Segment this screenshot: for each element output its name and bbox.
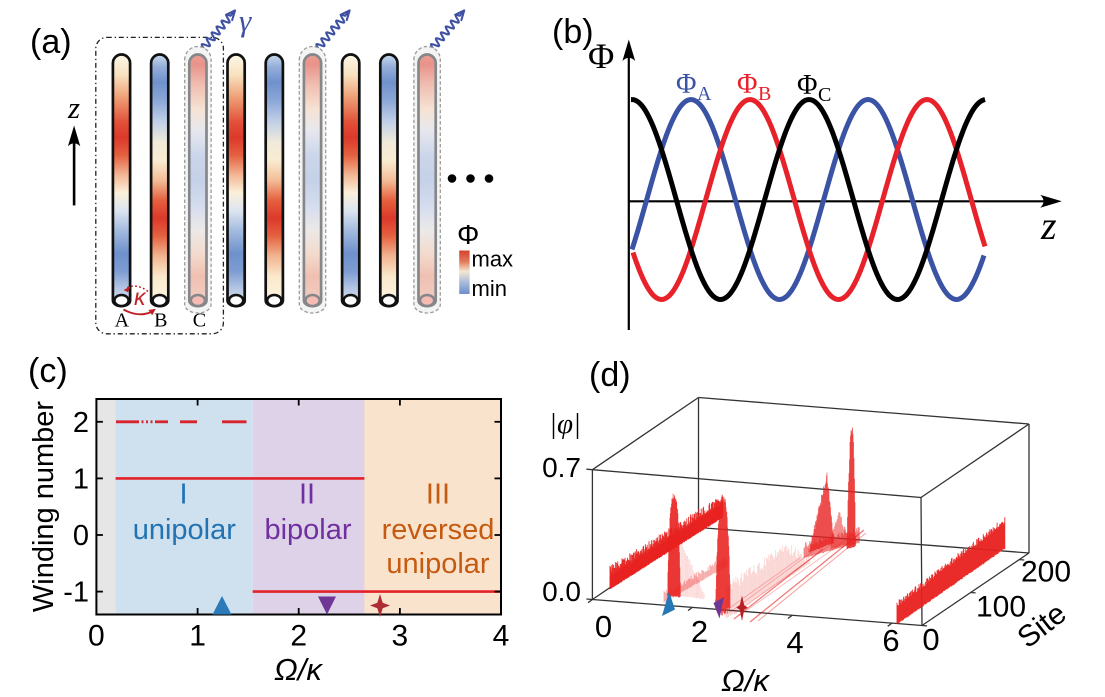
svg-text:unipolar: unipolar — [133, 514, 237, 546]
svg-text:Φ: Φ — [588, 36, 614, 76]
svg-text:2: 2 — [73, 407, 89, 439]
svg-text:z: z — [67, 90, 80, 125]
svg-text:III: III — [426, 479, 450, 511]
svg-text:0: 0 — [88, 620, 105, 653]
svg-text:z: z — [1040, 203, 1057, 248]
svg-text:Ω/κ: Ω/κ — [721, 663, 770, 692]
svg-text:1: 1 — [189, 620, 206, 653]
svg-text:B: B — [758, 83, 771, 105]
svg-text:1: 1 — [73, 463, 89, 495]
svg-text:|φ|: |φ| — [549, 408, 581, 440]
svg-text:γ: γ — [239, 3, 252, 38]
svg-text:4: 4 — [786, 625, 803, 660]
svg-text:max: max — [472, 247, 514, 272]
svg-text:6: 6 — [882, 623, 899, 658]
svg-text:3: 3 — [392, 620, 409, 653]
svg-text:2: 2 — [691, 614, 708, 649]
svg-text:C: C — [818, 84, 831, 106]
svg-text:0: 0 — [595, 609, 612, 644]
svg-text:Φ: Φ — [676, 69, 696, 100]
svg-text:A: A — [115, 310, 130, 332]
svg-text:4: 4 — [493, 620, 510, 653]
svg-text:-1: -1 — [63, 577, 89, 609]
svg-text:Winding number: Winding number — [28, 401, 60, 612]
svg-text:unipolar: unipolar — [386, 548, 490, 580]
svg-text:min: min — [472, 276, 507, 301]
svg-text:2: 2 — [290, 620, 307, 653]
svg-text:Φ: Φ — [797, 70, 817, 101]
svg-text:(d): (d) — [589, 356, 631, 394]
svg-text:0: 0 — [73, 520, 89, 552]
svg-text:A: A — [697, 83, 712, 105]
svg-text:B: B — [154, 310, 167, 332]
svg-text:κ: κ — [134, 284, 147, 310]
svg-text:Φ: Φ — [457, 219, 479, 250]
svg-text:(a): (a) — [30, 23, 72, 61]
svg-text:200: 200 — [1021, 556, 1071, 589]
svg-text:C: C — [193, 310, 206, 332]
svg-text:I: I — [179, 479, 187, 511]
svg-text:100: 100 — [976, 591, 1026, 624]
svg-text:Ω/κ: Ω/κ — [274, 652, 323, 687]
svg-text:0.0: 0.0 — [542, 576, 581, 607]
svg-text:II: II — [299, 479, 315, 511]
svg-text:reversed: reversed — [382, 514, 495, 546]
svg-text:0: 0 — [922, 622, 939, 657]
svg-text:Φ: Φ — [737, 69, 757, 100]
svg-text:(c): (c) — [28, 352, 68, 390]
svg-text:bipolar: bipolar — [264, 514, 351, 546]
svg-text:0.7: 0.7 — [542, 452, 581, 483]
